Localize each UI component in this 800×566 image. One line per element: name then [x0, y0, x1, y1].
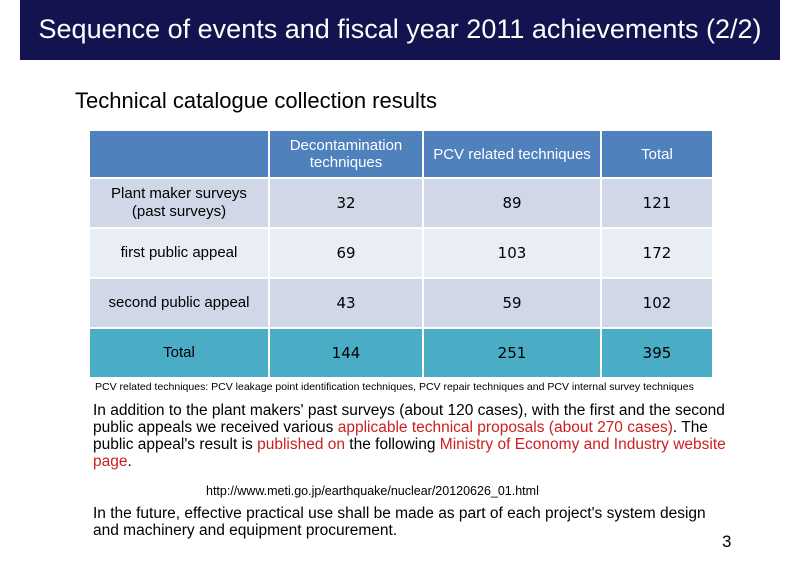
section-subtitle: Technical catalogue collection results — [75, 88, 437, 113]
header-pcv-related: PCV related techniques — [422, 129, 602, 179]
table-footnote: PCV related techniques: PCV leakage poin… — [95, 381, 694, 393]
row-label: Plant maker surveys (past surveys) — [88, 177, 270, 229]
table-row: second public appeal 43 59 102 — [88, 277, 714, 329]
table-total-row: Total 144 251 395 — [88, 327, 714, 379]
page-number: 3 — [722, 532, 732, 551]
table-row: first public appeal 69 103 172 — [88, 227, 714, 279]
row-label: second public appeal — [88, 277, 270, 329]
header-total: Total — [600, 129, 714, 179]
cell-decontamination: 32 — [268, 177, 424, 229]
slide-title: Sequence of events and fiscal year 2011 … — [20, 0, 780, 60]
paragraph-text: the following — [345, 436, 440, 453]
table-row: Plant maker surveys (past surveys) 32 89… — [88, 177, 714, 229]
cell-decontamination: 43 — [268, 277, 424, 329]
highlight-ministry-page: Ministry of Economy and Industry website… — [93, 436, 726, 470]
cell-pcv: 89 — [422, 177, 602, 229]
cell-pcv: 103 — [422, 227, 602, 279]
cell-pcv: 59 — [422, 277, 602, 329]
header-decontamination: Decontamination techniques — [268, 129, 424, 179]
row-label: first public appeal — [88, 227, 270, 279]
highlight-published: published on — [257, 436, 345, 453]
cell-total: 102 — [600, 277, 714, 329]
results-paragraph: In addition to the plant makers' past su… — [93, 402, 733, 470]
total-row-label: Total — [88, 327, 270, 379]
paragraph-text: In addition to the plant makers' past su… — [93, 402, 725, 436]
catalogue-results-table: Decontamination techniques PCV related t… — [88, 129, 714, 379]
table-header-row: Decontamination techniques PCV related t… — [88, 129, 714, 179]
total-decontamination: 144 — [268, 327, 424, 379]
future-paragraph: In the future, effective practical use s… — [93, 505, 706, 539]
cell-decontamination: 69 — [268, 227, 424, 279]
paragraph-text: . The public appeal's result is — [93, 419, 708, 453]
paragraph-text: . — [127, 453, 132, 470]
header-empty-cell — [88, 129, 270, 179]
total-pcv: 251 — [422, 327, 602, 379]
cell-total: 172 — [600, 227, 714, 279]
total-total: 395 — [600, 327, 714, 379]
highlight-proposals: applicable technical proposals (about 27… — [337, 419, 673, 436]
meti-url: http://www.meti.go.jp/earthquake/nuclear… — [206, 484, 539, 498]
cell-total: 121 — [600, 177, 714, 229]
